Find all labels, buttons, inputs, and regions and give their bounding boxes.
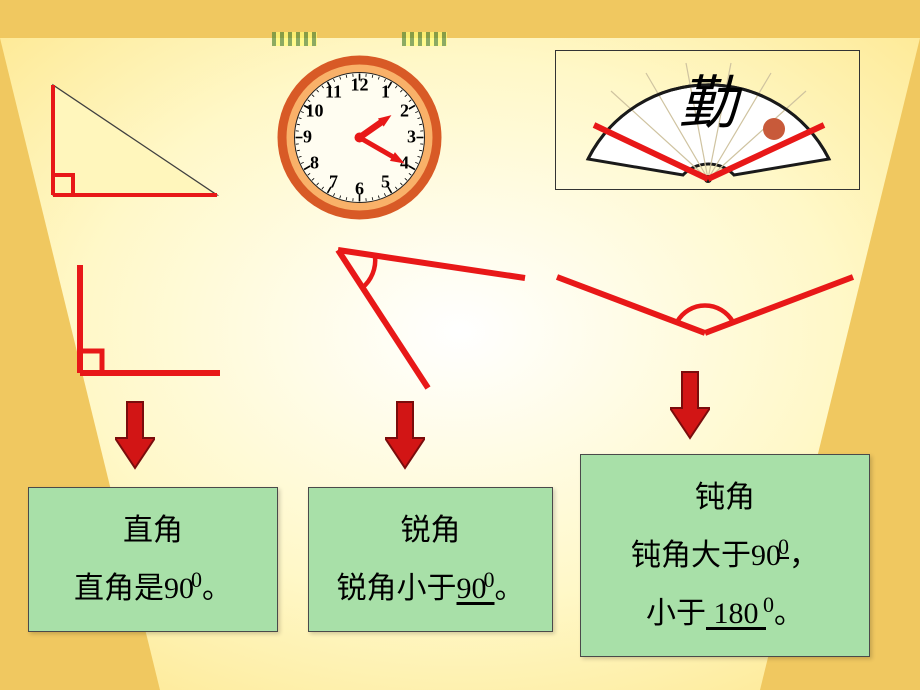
down-arrow-icon: [115, 400, 155, 470]
svg-text:11: 11: [325, 82, 342, 102]
acute-angle-desc: 锐角小于900。: [325, 559, 536, 617]
clock-handle-mark-left: [272, 32, 317, 46]
folding-fan: 勤: [555, 50, 860, 190]
obtuse-angle-diagram: [555, 265, 855, 355]
fan-seal: [763, 118, 785, 140]
obtuse-angle-label-box: 钝角 钝角大于900， 小于 180 0。: [580, 454, 870, 657]
acute-angle-label-box: 锐角 锐角小于900。: [308, 487, 553, 632]
svg-text:9: 9: [303, 127, 312, 147]
set-square-triangle: [45, 77, 225, 207]
content-layer: 121234567891011: [0, 0, 920, 690]
down-arrow-icon: [670, 370, 710, 440]
svg-text:2: 2: [400, 101, 409, 121]
obtuse-angle-desc-1: 钝角大于900，: [597, 526, 853, 584]
right-angle-diagram: [70, 265, 225, 385]
svg-text:10: 10: [305, 101, 323, 121]
svg-text:8: 8: [310, 153, 319, 173]
down-arrow-icon: [385, 400, 425, 470]
right-angle-label-box: 直角 直角是900。: [28, 487, 278, 632]
abstract-angles-row: [0, 270, 920, 400]
acute-angle-title: 锐角: [325, 502, 536, 559]
obtuse-angle-title: 钝角: [597, 469, 853, 526]
acute-angle-diagram: [300, 240, 530, 390]
right-angle-desc: 直角是900。: [45, 559, 261, 617]
clock-handle-mark-right: [402, 32, 447, 46]
analog-clock: 121234567891011: [272, 50, 447, 225]
svg-text:1: 1: [381, 82, 390, 102]
svg-text:3: 3: [407, 127, 416, 147]
obtuse-angle-desc-2: 小于 180 0。: [597, 584, 853, 642]
example-objects-row: 121234567891011: [0, 55, 920, 235]
fan-calligraphy-char: 勤: [679, 71, 743, 136]
right-angle-title: 直角: [45, 502, 261, 559]
